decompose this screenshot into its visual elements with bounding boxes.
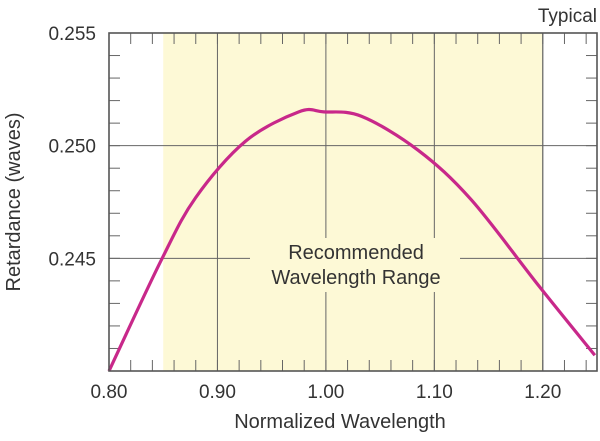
x-tick-label: 0.80: [91, 382, 128, 403]
x-tick-label: 0.90: [199, 382, 236, 403]
range-label-line-1: Recommended: [288, 242, 424, 264]
range-label: Recommended Wavelength Range: [250, 238, 460, 292]
y-tick-label: 0.245: [48, 249, 96, 270]
y-tick-label: 0.250: [48, 137, 96, 158]
plot-frame: [108, 32, 598, 372]
x-axis-label: Normalized Wavelength: [234, 411, 446, 433]
y-tick-labels: 0.245 0.250 0.255: [48, 24, 96, 270]
x-tick-labels: 0.80 0.90 1.00 1.10 1.20: [91, 382, 562, 403]
corner-note: Typical: [538, 6, 597, 27]
retardance-curve: [107, 107, 597, 372]
y-tick-label: 0.255: [48, 24, 96, 45]
recommended-range-shading: [163, 33, 543, 371]
y-axis-label: Retardance (waves): [3, 113, 25, 292]
x-tick-label: 1.20: [524, 382, 561, 403]
x-tick-label: 1.10: [416, 382, 453, 403]
range-label-line-2: Wavelength Range: [271, 267, 440, 289]
x-tick-label: 1.00: [307, 382, 344, 403]
